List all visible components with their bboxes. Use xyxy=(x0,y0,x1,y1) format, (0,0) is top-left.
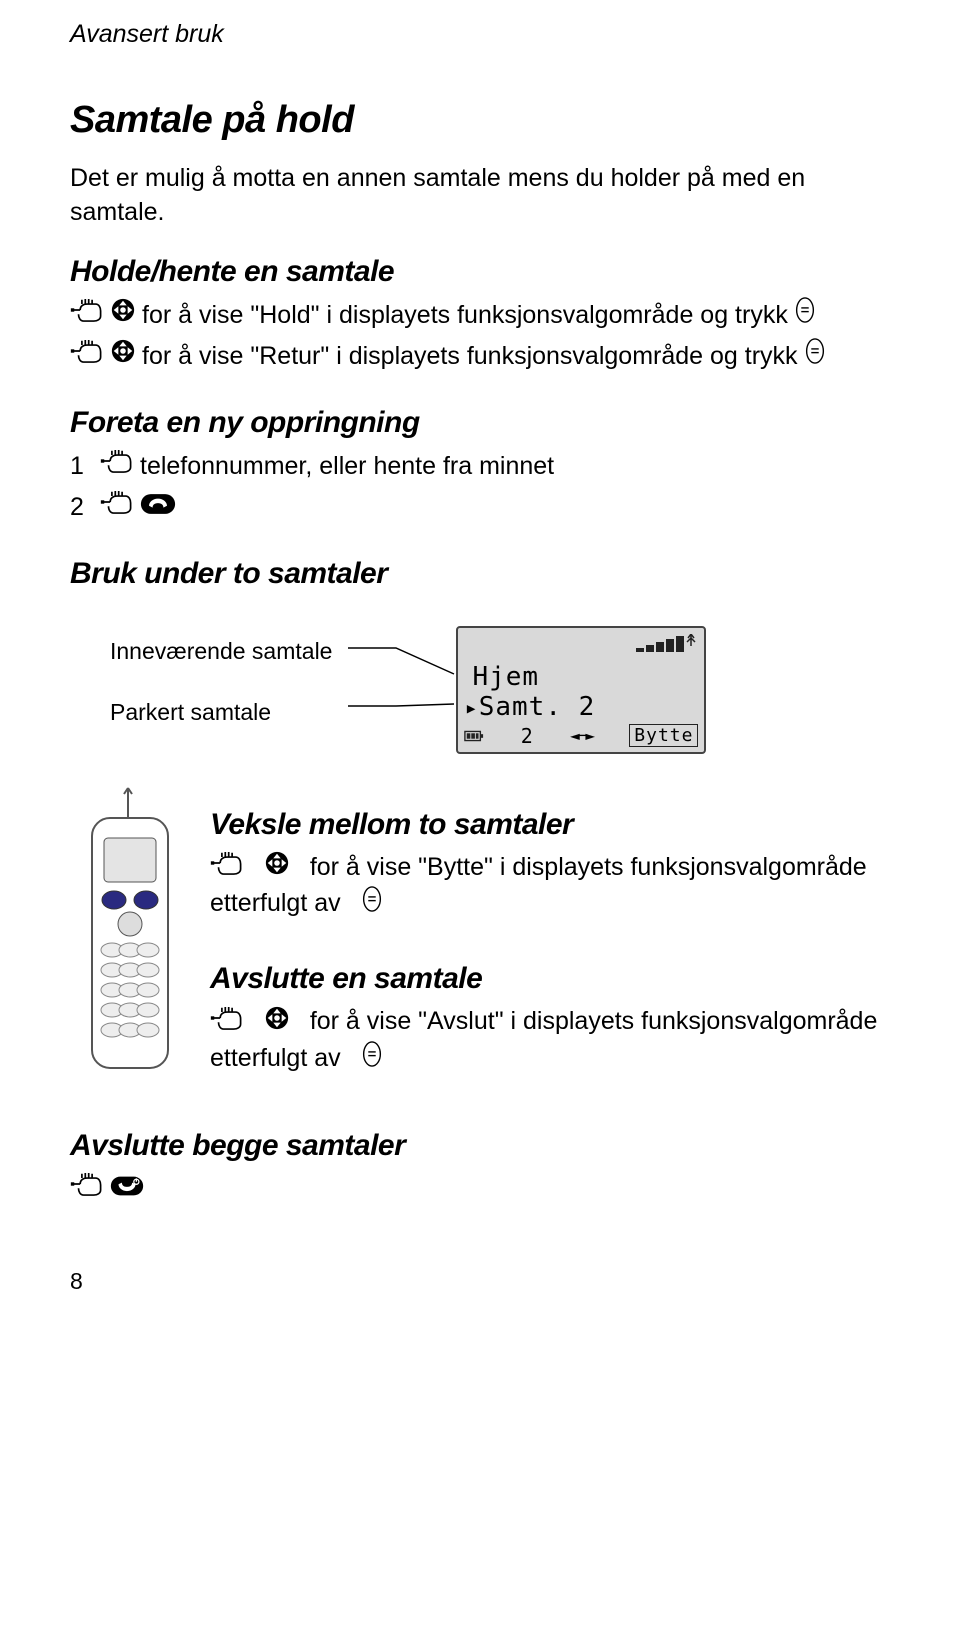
step-number: 2 xyxy=(70,489,100,527)
battery-icon xyxy=(464,724,484,748)
softkey-icon xyxy=(361,1041,383,1077)
end-heading: Avslutte en samtale xyxy=(210,962,890,996)
diagram-label-current: Inneværende samtale xyxy=(110,638,332,665)
diagram-connector-lines xyxy=(346,626,456,746)
hold-text-1: for å vise "Hold" i displayets funksjons… xyxy=(142,297,788,335)
endboth-heading: Avslutte begge samtaler xyxy=(70,1129,890,1163)
diagram-label-parked: Parkert samtale xyxy=(110,699,332,726)
hold-line-1: for å vise "Hold" i displayets funksjons… xyxy=(70,297,890,335)
softkey-icon xyxy=(361,886,383,922)
switch-text: for å vise "Bytte" i displayets funksjon… xyxy=(210,853,867,917)
newcall-step1: 1 telefonnummer, eller hente fra minnet xyxy=(70,448,890,486)
hand-icon xyxy=(210,1005,244,1041)
page-number: 8 xyxy=(70,1268,890,1295)
step-number: 1 xyxy=(70,448,100,486)
newcall-heading: Foreta en ny oppringning xyxy=(70,406,890,440)
phone-screen-mock: Hjem ▸Samt. 2 2 ◄─► Bytte xyxy=(456,626,706,754)
hold-line-2: for å vise "Retur" i displayets funksjon… xyxy=(70,338,890,376)
hand-icon xyxy=(70,297,104,335)
intro-text: Det er mulig å motta en annen samtale me… xyxy=(70,162,890,230)
newcall-text1: telefonnummer, eller hente fra minnet xyxy=(140,448,554,486)
signal-icon xyxy=(636,634,696,652)
softkey-icon xyxy=(794,297,816,335)
screen-bottom-num: 2 xyxy=(521,724,534,748)
joystick-icon xyxy=(264,850,290,886)
hand-icon xyxy=(210,850,244,886)
end-key-icon xyxy=(110,1171,144,1209)
hold-text-2: for å vise "Retur" i displayets funksjon… xyxy=(142,338,798,376)
end-instruction: for å vise "Avslut" i displayets funksjo… xyxy=(210,1004,890,1077)
endboth-instruction xyxy=(70,1171,890,1209)
joystick-icon xyxy=(264,1005,290,1041)
softkey-icon xyxy=(804,338,826,376)
switch-instruction: for å vise "Bytte" i displayets funksjon… xyxy=(210,850,890,923)
two-calls-heading: Bruk under to samtaler xyxy=(70,557,890,591)
screen-line-1: Hjem xyxy=(472,662,539,692)
newcall-step2: 2 xyxy=(70,489,890,527)
screen-line-2: ▸Samt. 2 xyxy=(464,692,595,722)
main-title: Samtale på hold xyxy=(70,99,890,142)
hand-icon xyxy=(70,1171,104,1209)
hand-icon xyxy=(100,489,134,527)
call-key-icon xyxy=(140,489,176,527)
screen-diagram: Inneværende samtale Parkert samtale Hjem… xyxy=(110,626,890,754)
swap-arrows-icon: ◄─► xyxy=(570,726,593,745)
hand-icon xyxy=(100,448,134,486)
end-text: for å vise "Avslut" i displayets funksjo… xyxy=(210,1007,877,1071)
screen-softkey-label: Bytte xyxy=(629,724,698,747)
page-header: Avansert bruk xyxy=(70,20,890,49)
phone-illustration xyxy=(70,784,210,1089)
joystick-icon xyxy=(110,338,136,376)
joystick-icon xyxy=(110,297,136,335)
hand-icon xyxy=(70,338,104,376)
switch-heading: Veksle mellom to samtaler xyxy=(210,808,890,842)
hold-heading: Holde/hente en samtale xyxy=(70,255,890,289)
